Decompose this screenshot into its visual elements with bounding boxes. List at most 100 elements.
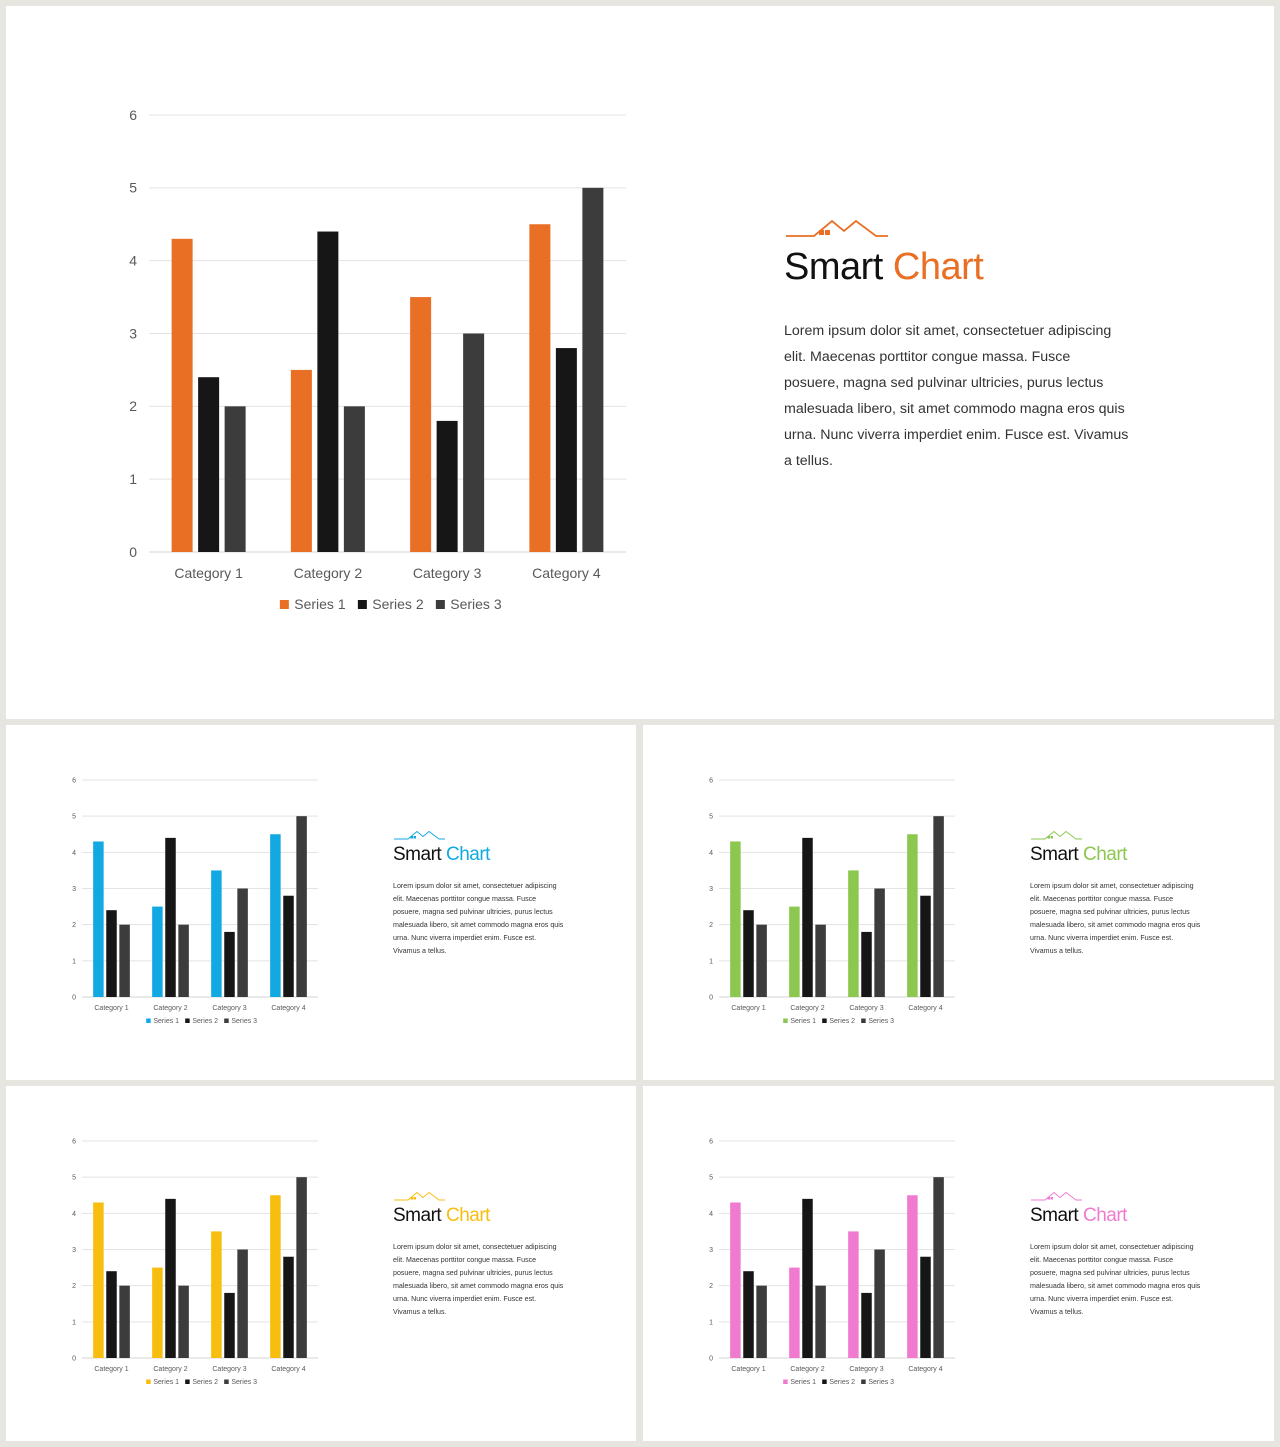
roof-line: [786, 219, 888, 237]
y-tick-label: 6: [709, 1138, 713, 1145]
y-tick-label: 0: [709, 1355, 713, 1362]
bar: [152, 1267, 163, 1358]
window-mark: [825, 230, 830, 235]
legend-swatch: [357, 600, 367, 609]
x-tick-label: Category 1: [174, 565, 243, 581]
bar: [296, 816, 307, 997]
legend-label: Series 3: [450, 596, 502, 612]
x-tick-label: Category 2: [294, 565, 363, 581]
legend-swatch: [279, 600, 289, 609]
legend-swatch: [783, 1018, 788, 1023]
y-tick-label: 4: [72, 850, 76, 857]
bar-chart: 0 1 2 3 4 5 6 Category 1 Category 2 Category 3 Cat…: [129, 107, 626, 612]
brand-block: Smart Chart Lorem ipsum dolor sit amet, …: [784, 218, 1134, 474]
y-tick-label: 5: [72, 1175, 76, 1182]
y-tick-label: 2: [72, 1283, 76, 1290]
x-tick-label: Category 2: [153, 1005, 187, 1012]
bar: [743, 1271, 754, 1358]
roof-line: [1031, 830, 1082, 840]
y-tick-label: 3: [709, 886, 713, 893]
brand-block: Smart Chart Lorem ipsum dolor sit amet, …: [393, 830, 568, 958]
brand-title: Smart Chart: [1030, 844, 1127, 865]
x-tick-label: Category 3: [849, 1366, 883, 1373]
y-tick-label: 5: [709, 1175, 713, 1182]
bar: [290, 369, 312, 552]
legend-label: Series 2: [372, 596, 424, 612]
legend-label: Series 3: [868, 1379, 894, 1386]
bar-chart: 0 1 2 3 4 5 6 Category 1 Category 2 Category 3 Cat…: [709, 1138, 955, 1386]
bar: [848, 1231, 859, 1358]
legend-label: Series 3: [231, 1018, 257, 1025]
legend-swatch: [861, 1379, 866, 1384]
house-logo-icon: [1031, 1191, 1082, 1201]
bar: [789, 1267, 800, 1358]
roof-line: [1031, 1191, 1082, 1201]
window-mark: [410, 1197, 413, 1200]
legend-swatch: [146, 1379, 151, 1384]
y-tick-label: 6: [72, 1138, 76, 1145]
x-tick-label: Category 3: [212, 1366, 246, 1373]
bar: [802, 837, 813, 997]
window-mark: [819, 230, 824, 235]
y-tick-label: 3: [129, 325, 137, 341]
window-mark: [410, 836, 413, 839]
bar: [802, 1198, 813, 1358]
bar: [555, 348, 577, 552]
house-logo-icon: [1031, 830, 1082, 840]
bar: [106, 1271, 117, 1358]
legend-label: Series 1: [153, 1379, 179, 1386]
y-tick-label: 2: [72, 922, 76, 929]
x-tick-label: Category 2: [790, 1005, 824, 1012]
y-tick-label: 6: [709, 777, 713, 784]
bar: [152, 906, 163, 997]
x-tick-label: Category 3: [212, 1005, 246, 1012]
y-tick-label: 0: [129, 544, 137, 560]
brand-title: Smart Chart: [784, 246, 984, 288]
bar: [582, 187, 604, 552]
window-mark: [1047, 836, 1050, 839]
bar: [119, 924, 130, 997]
bar: [848, 870, 859, 997]
bar: [933, 816, 944, 997]
bar: [756, 1285, 767, 1358]
x-tick-label: Category 1: [731, 1005, 765, 1012]
bar: [815, 1285, 826, 1358]
bar: [317, 231, 339, 553]
bar: [165, 1198, 176, 1358]
window-mark: [1047, 1197, 1050, 1200]
brand-block: Smart Chart Lorem ipsum dolor sit amet, …: [393, 1191, 568, 1319]
legend-swatch: [435, 600, 445, 609]
slide-pink: 0 1 2 3 4 5 6 Category 1 Category 2 Category 3 Cat…: [643, 1086, 1274, 1441]
bar: [93, 841, 104, 997]
y-tick-label: 2: [129, 398, 137, 414]
bar: [283, 895, 294, 997]
slide-main: 0 1 2 3 4 5 6 Category 1 Category 2 Category 3 Cat…: [6, 6, 1274, 719]
bar: [270, 1195, 281, 1358]
bar: [198, 377, 220, 552]
brand-title: Smart Chart: [393, 844, 490, 865]
bar: [789, 906, 800, 997]
bar: [874, 1249, 885, 1358]
x-tick-label: Category 4: [271, 1005, 305, 1012]
y-tick-label: 6: [72, 777, 76, 784]
bar: [743, 910, 754, 997]
legend-label: Series 2: [829, 1018, 855, 1025]
x-tick-label: Category 4: [532, 565, 601, 581]
bar: [237, 1249, 248, 1358]
x-tick-label: Category 2: [153, 1366, 187, 1373]
y-tick-label: 2: [709, 1283, 713, 1290]
bar: [463, 333, 485, 552]
x-tick-label: Category 4: [271, 1366, 305, 1373]
bar: [529, 224, 551, 552]
legend-label: Series 1: [153, 1018, 179, 1025]
legend-swatch: [146, 1018, 151, 1023]
bar: [756, 924, 767, 997]
roof-line: [394, 830, 445, 840]
y-tick-label: 4: [709, 1211, 713, 1218]
legend-swatch: [185, 1379, 190, 1384]
bar: [920, 1256, 931, 1358]
legend-swatch: [822, 1018, 827, 1023]
y-tick-label: 6: [129, 107, 137, 123]
bar: [296, 1177, 307, 1358]
house-logo-icon: [786, 219, 888, 237]
